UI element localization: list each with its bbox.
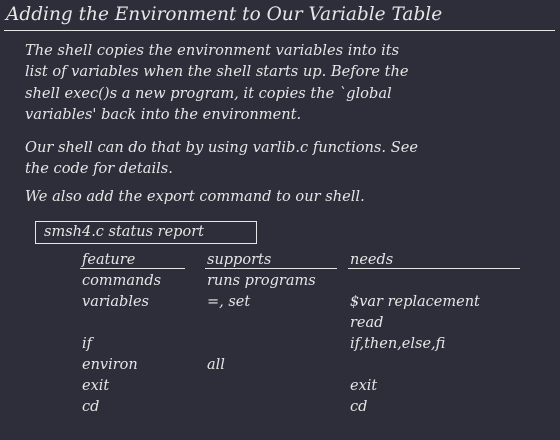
status-report-title: smsh4.c status report <box>44 224 204 240</box>
table-cell-supports: runs programs <box>207 273 316 289</box>
header-feature: feature <box>82 252 136 268</box>
title-underline <box>4 30 555 31</box>
table-cell-needs: $var replacement <box>350 294 480 310</box>
table-cell-feature: environ <box>82 357 138 373</box>
header-needs: needs <box>350 252 394 268</box>
text-line: We also add the export command to our sh… <box>25 188 365 205</box>
text-line: The shell copies the environment variabl… <box>25 42 400 59</box>
table-cell-needs: if,then,else,fi <box>350 336 446 352</box>
header-supports: supports <box>207 252 272 268</box>
text-line: list of variables when the shell starts … <box>25 63 409 81</box>
text-line: Our shell can do that by using varlib.c … <box>25 139 418 156</box>
header-rule-feature <box>80 268 185 269</box>
header-rule-supports <box>205 268 337 269</box>
table-cell-feature: variables <box>82 294 149 310</box>
slide-title: Adding the Environment to Our Variable T… <box>6 4 443 25</box>
table-cell-feature: if <box>82 336 93 352</box>
table-cell-feature: cd <box>82 399 100 415</box>
table-cell-supports: all <box>207 357 225 373</box>
paragraph-environment-copy: The shell copies the environment variabl… <box>25 40 545 125</box>
table-cell-needs: cd <box>350 399 368 415</box>
text-line: shell exec()s a new program, it copies t… <box>25 84 392 102</box>
text-line: variables' back into the environment. <box>25 105 302 123</box>
table-cell-supports: =, set <box>207 294 251 310</box>
status-report-box: smsh4.c status report <box>35 221 257 244</box>
table-cell-feature: exit <box>82 378 110 394</box>
header-rule-needs <box>348 268 520 269</box>
table-cell-feature: commands <box>82 273 162 289</box>
table-cell-needs: read <box>350 315 384 331</box>
paragraph-varlib: Our shell can do that by using varlib.c … <box>25 137 545 180</box>
text-line: the code for details. <box>25 160 173 178</box>
paragraph-export: We also add the export command to our sh… <box>25 186 545 207</box>
table-cell-needs: exit <box>350 378 378 394</box>
